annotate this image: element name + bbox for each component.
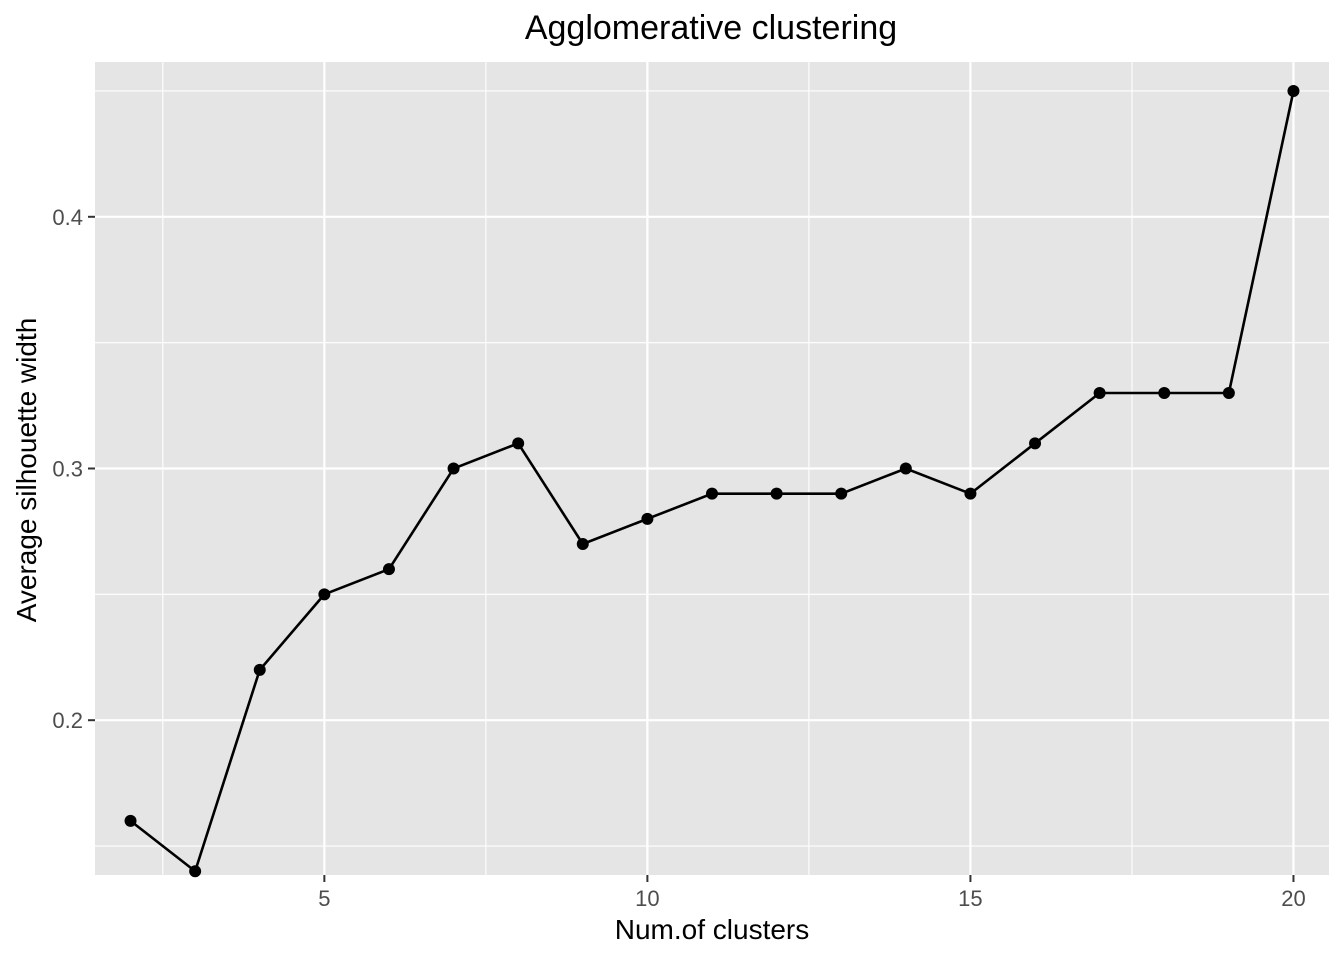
data-point xyxy=(1029,437,1042,450)
x-tick-label: 15 xyxy=(958,886,982,911)
data-point xyxy=(641,512,654,525)
data-point xyxy=(512,437,525,450)
x-axis-title: Num.of clusters xyxy=(615,914,810,945)
y-tick-label: 0.4 xyxy=(52,205,83,230)
data-point xyxy=(706,487,718,500)
data-point xyxy=(124,814,137,827)
data-series xyxy=(124,84,1300,878)
data-point xyxy=(1222,386,1235,399)
y-axis-title: Average silhouette width xyxy=(11,318,42,623)
y-tick-label: 0.3 xyxy=(52,457,83,482)
data-point xyxy=(835,487,848,500)
data-point xyxy=(1093,386,1106,399)
chart-title: Agglomerative clustering xyxy=(525,9,897,47)
data-point xyxy=(382,563,395,576)
grid xyxy=(95,62,1329,875)
y-axis: 0.2 0.3 0.4 xyxy=(52,205,95,733)
data-point xyxy=(964,487,977,500)
y-tick-label: 0.2 xyxy=(52,708,83,733)
data-point xyxy=(253,663,266,676)
data-point xyxy=(576,538,589,551)
data-point xyxy=(899,462,912,475)
x-tick-label: 10 xyxy=(635,886,659,911)
data-point xyxy=(318,588,331,601)
x-tick-label: 20 xyxy=(1281,886,1305,911)
data-point xyxy=(447,462,460,475)
data-point xyxy=(1287,84,1300,97)
data-point xyxy=(189,865,202,878)
data-point xyxy=(770,487,783,500)
x-axis: 5 10 15 20 xyxy=(318,875,1306,911)
x-tick-label: 5 xyxy=(318,886,330,911)
data-point xyxy=(1158,386,1171,399)
